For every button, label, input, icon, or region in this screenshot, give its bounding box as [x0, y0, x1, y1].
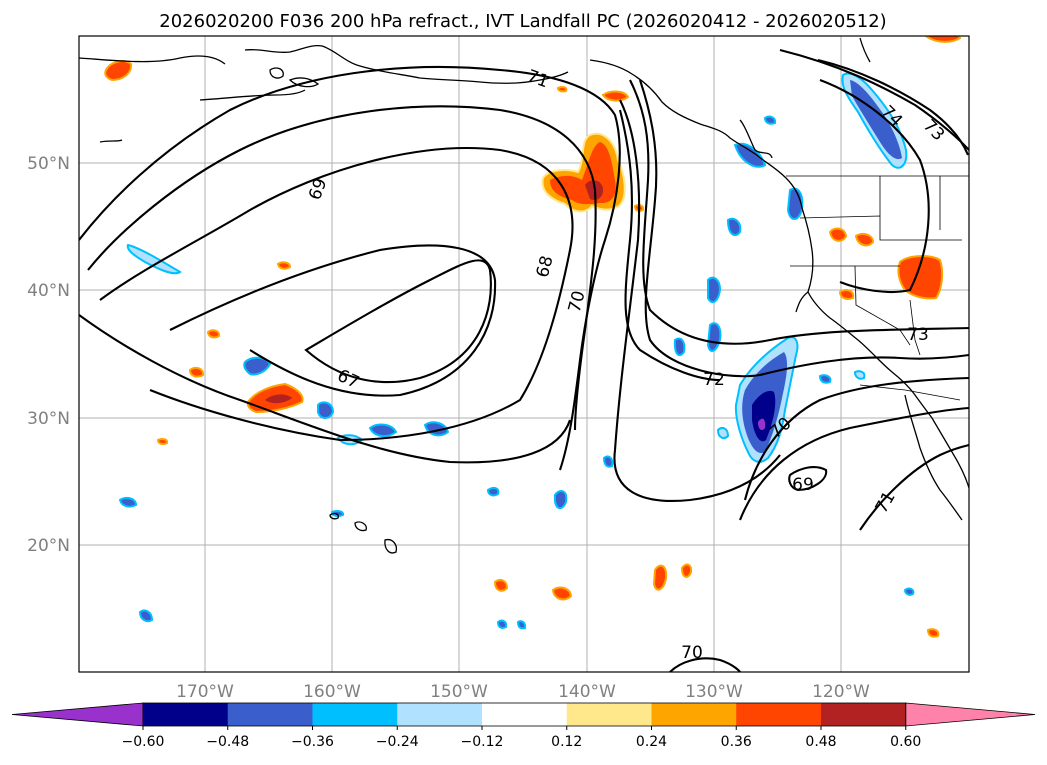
colorbar-segment — [736, 703, 822, 726]
lat-label: 40°N — [27, 281, 70, 301]
lon-label: 150°W — [430, 682, 488, 702]
colorbar-tick-label: −0.24 — [376, 734, 419, 750]
lat-label: 30°N — [27, 409, 70, 429]
colorbar-segment — [397, 703, 483, 726]
colorbar-tick-label: 0.60 — [890, 734, 921, 750]
colorbar-segment — [143, 703, 229, 726]
colorbar-segment — [566, 703, 652, 726]
latitude-labels: 50°N 40°N 30°N 20°N — [27, 154, 70, 556]
contour-label: 73 — [907, 325, 929, 345]
colorbar-tick-label: −0.36 — [291, 734, 334, 750]
colorbar-extend-low — [11, 702, 144, 727]
longitude-labels: 170°W 160°W 150°W 140°W 130°W 120°W — [176, 682, 870, 702]
lon-label: 120°W — [812, 682, 870, 702]
contour-label: 72 — [703, 370, 725, 390]
lon-label: 130°W — [685, 682, 743, 702]
colorbar-segment — [482, 703, 568, 726]
map-title: 2026020200 F036 200 hPa refract., IVT La… — [159, 11, 886, 32]
colorbar-tick-label: −0.12 — [461, 734, 504, 750]
coastlines — [79, 37, 969, 554]
colorbar-tick-label: 0.36 — [721, 734, 752, 750]
lon-label: 140°W — [558, 682, 616, 702]
contour-label: 69 — [792, 475, 814, 495]
shaded-field — [104, 36, 962, 638]
colorbar-tick-label: 0.48 — [805, 734, 836, 750]
colorbar-tick-label: 0.12 — [551, 734, 582, 750]
colorbar-segment — [651, 703, 737, 726]
lon-label: 160°W — [303, 682, 361, 702]
colorbar-extend-high — [905, 702, 1036, 727]
map-panel: 71 69 68 70 67 72 70 69 71 74 73 73 70 — [79, 36, 969, 672]
colorbar-frame — [142, 702, 907, 727]
colorbar: −0.60 −0.48 −0.36 −0.24 −0.12 0.12 0.24 0.36 0.4… — [11, 702, 1036, 750]
colorbar-segment — [821, 703, 907, 726]
contour-label: 70 — [681, 643, 703, 663]
colorbar-tick-label: 0.24 — [636, 734, 667, 750]
lat-label: 50°N — [27, 154, 70, 174]
refractivity-contours — [79, 48, 969, 672]
lat-label: 20°N — [27, 536, 70, 556]
colorbar-tick-label: −0.60 — [122, 734, 165, 750]
map-frame — [78, 35, 970, 673]
lon-label: 170°W — [176, 682, 234, 702]
colorbar-segment — [312, 703, 398, 726]
colorbar-tick-label: −0.48 — [206, 734, 249, 750]
gridlines — [79, 36, 969, 672]
colorbar-segment — [227, 703, 313, 726]
